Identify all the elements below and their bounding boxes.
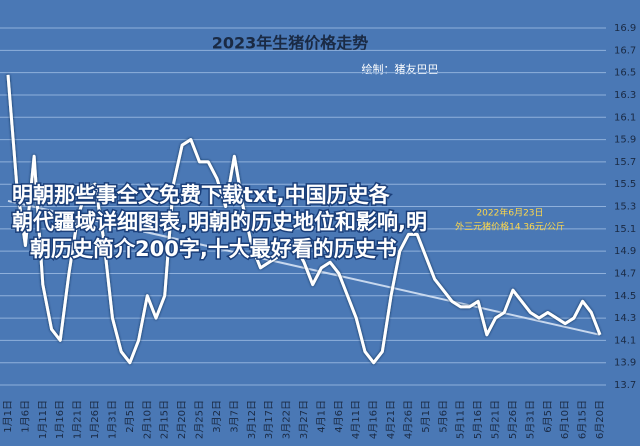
annotation: 2022年6月23日: [476, 207, 543, 219]
x-tick-label: 1月11日: [37, 400, 49, 439]
x-tick-label: 4月1日: [315, 400, 327, 433]
y-tick-label: 16.9: [614, 23, 636, 34]
y-tick-label: 15.5: [614, 179, 636, 190]
x-tick-label: 3月27日: [298, 400, 310, 439]
y-tick-label: 16.1: [614, 112, 636, 123]
y-tick-label: 14.3: [614, 313, 636, 324]
y-tick-label: 16.5: [614, 68, 636, 79]
x-tick-label: 3月12日: [246, 400, 258, 439]
y-tick-label: 16.7: [614, 45, 636, 56]
x-tick-label: 3月7日: [228, 400, 240, 433]
overlay-text: 明朝那些事全文免费下载txt,中国历史各: [12, 183, 391, 207]
chart-subtitle: 绘制：猪友巴巴: [362, 62, 439, 76]
x-tick-label: 6月20日: [594, 400, 606, 439]
y-tick-label: 14.1: [614, 335, 636, 346]
x-tick-label: 2月15日: [159, 400, 171, 439]
x-tick-label: 6月5日: [542, 400, 554, 433]
x-tick-label: 5月6日: [437, 400, 449, 433]
y-tick-label: 15.1: [614, 224, 636, 235]
x-tick-label: 3月22日: [281, 400, 293, 439]
y-tick-label: 13.9: [614, 358, 636, 369]
y-tick-label: 15.7: [614, 157, 636, 168]
x-tick-label: 5月11日: [455, 400, 467, 439]
y-tick-label: 14.7: [614, 268, 636, 279]
chart-title: 2023年生猪价格走势: [212, 34, 369, 53]
x-tick-label: 3月17日: [263, 400, 275, 439]
y-tick-label: 13.7: [614, 380, 636, 391]
y-tick-label: 15.9: [614, 135, 636, 146]
overlay-text: 朝历史简介200字,十大最好看的历史书: [30, 237, 397, 261]
trend-line: [7, 199, 601, 336]
y-tick-label: 14.9: [614, 246, 636, 257]
x-tick-label: 6月10日: [559, 400, 571, 439]
x-tick-label: 4月6日: [333, 400, 345, 433]
annotation: 外三元猪价格14.36元/公斤: [455, 221, 565, 233]
x-tick-label: 1月6日: [19, 400, 31, 433]
x-tick-label: 1月16日: [54, 400, 66, 439]
x-tick-label: 5月21日: [490, 400, 502, 439]
x-tick-label: 5月16日: [472, 400, 484, 439]
overlay-text: 朝代疆域详细图表,明朝的历史地位和影响,明: [12, 210, 427, 234]
x-tick-label: 4月16日: [368, 400, 380, 439]
x-tick-label: 1月26日: [89, 400, 101, 439]
x-tick-label: 4月21日: [385, 400, 397, 439]
x-tick-label: 1月1日: [2, 400, 14, 433]
x-tick-label: 5月26日: [507, 400, 519, 439]
x-tick-label: 5月1日: [420, 400, 432, 433]
x-tick-label: 5月31日: [524, 400, 536, 439]
y-tick-label: 15.3: [614, 202, 636, 213]
x-tick-label: 2月5日: [124, 400, 136, 433]
x-tick-label: 1月21日: [72, 400, 84, 439]
y-tick-label: 14.5: [614, 291, 636, 302]
x-tick-label: 6月15日: [577, 400, 589, 439]
y-tick-label: 16.3: [614, 90, 636, 101]
x-tick-label: 4月11日: [350, 400, 362, 439]
x-tick-label: 1月31日: [106, 400, 118, 439]
x-tick-label: 2月20日: [176, 400, 188, 439]
x-tick-label: 4月26日: [402, 400, 414, 439]
x-tick-label: 2月10日: [141, 400, 153, 439]
x-tick-label: 3月2日: [211, 400, 223, 433]
x-tick-label: 2月25日: [194, 400, 206, 439]
data-line: [6, 74, 602, 365]
